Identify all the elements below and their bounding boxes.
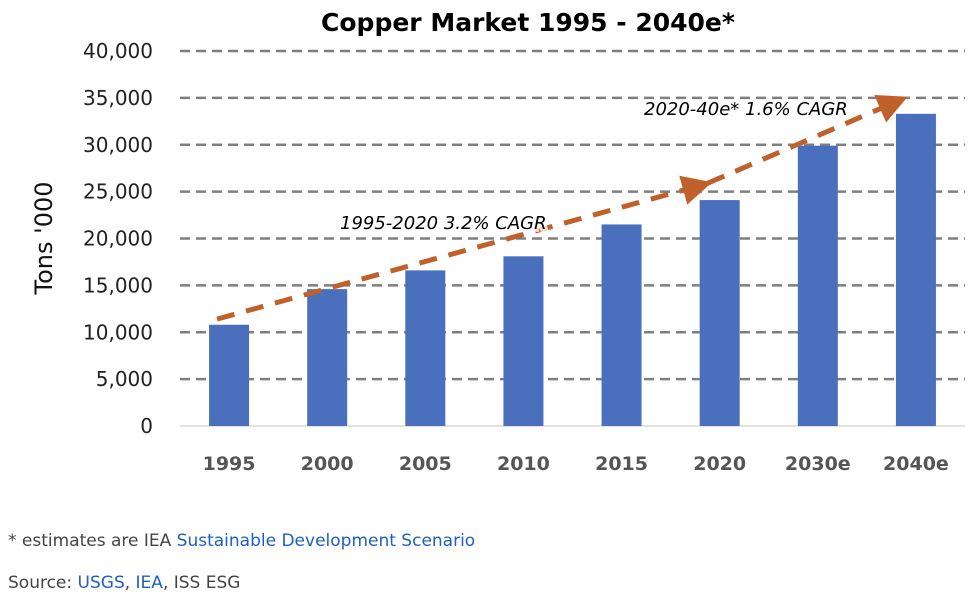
copper-market-chart: Copper Market 1995 - 2040e* Tons '000 0 5… bbox=[30, 8, 965, 475]
y-tick-label: 5,000 bbox=[96, 367, 153, 391]
x-tick-label: 2020 bbox=[693, 453, 746, 475]
bar-2005 bbox=[405, 270, 446, 426]
trend-arrows bbox=[216, 94, 908, 322]
bar-2020 bbox=[699, 200, 740, 426]
y-tick-label: 25,000 bbox=[83, 180, 153, 204]
x-tick-label: 2005 bbox=[399, 453, 452, 475]
x-tick-label: 2010 bbox=[497, 453, 550, 475]
x-axis-ticks: 1995 2000 2005 2010 2015 2020 2030e 2040e bbox=[203, 453, 949, 475]
y-tick-label: 35,000 bbox=[83, 86, 153, 110]
trend-arrow-2 bbox=[706, 94, 908, 186]
x-tick-label: 2040e bbox=[883, 453, 949, 475]
annotation-cagr-2020-2040: 2020-40e* 1.6% CAGR bbox=[644, 99, 848, 120]
annotation-cagr-1995-2020: 1995-2020 3.2% CAGR bbox=[340, 213, 547, 234]
y-tick-label: 15,000 bbox=[83, 273, 153, 297]
bar-1995 bbox=[209, 324, 250, 426]
bar-2030e bbox=[797, 145, 838, 426]
bar-2000 bbox=[307, 289, 348, 426]
bars bbox=[209, 113, 936, 426]
source-label: Source: bbox=[8, 573, 78, 593]
source-separator: , bbox=[124, 573, 136, 593]
y-tick-label: 20,000 bbox=[83, 227, 153, 251]
sds-link[interactable]: Sustainable Development Scenario bbox=[176, 531, 476, 551]
y-tick-label: 10,000 bbox=[83, 320, 153, 344]
y-axis-ticks: 0 5,000 10,000 15,000 20,000 25,000 30,000 35,0… bbox=[83, 39, 153, 438]
footnote-source: Source: USGS, IEA, ISS ESG bbox=[8, 573, 240, 593]
bar-2040e bbox=[895, 113, 936, 426]
annotations: 1995-2020 3.2% CAGR 2020-40e* 1.6% CAGR bbox=[337, 96, 851, 237]
x-tick-label: 2000 bbox=[301, 453, 354, 475]
bar-2010 bbox=[503, 256, 544, 426]
chart-title: Copper Market 1995 - 2040e* bbox=[321, 8, 735, 37]
y-tick-label: 30,000 bbox=[83, 133, 153, 157]
footnote-estimates: * estimates are IEA Sustainable Developm… bbox=[8, 531, 475, 551]
bar-2015 bbox=[601, 224, 642, 426]
source-rest: , ISS ESG bbox=[162, 573, 241, 593]
trend-arrow-1 bbox=[216, 175, 713, 322]
y-tick-label: 0 bbox=[140, 414, 153, 438]
iea-link[interactable]: IEA bbox=[135, 573, 163, 593]
y-axis-label: Tons '000 bbox=[30, 181, 58, 295]
x-tick-label: 2030e bbox=[785, 453, 851, 475]
y-tick-label: 40,000 bbox=[83, 39, 153, 63]
footnote-estimates-text: * estimates are IEA bbox=[8, 531, 177, 551]
x-tick-label: 2015 bbox=[595, 453, 648, 475]
usgs-link[interactable]: USGS bbox=[77, 573, 125, 593]
x-tick-label: 1995 bbox=[203, 453, 256, 475]
